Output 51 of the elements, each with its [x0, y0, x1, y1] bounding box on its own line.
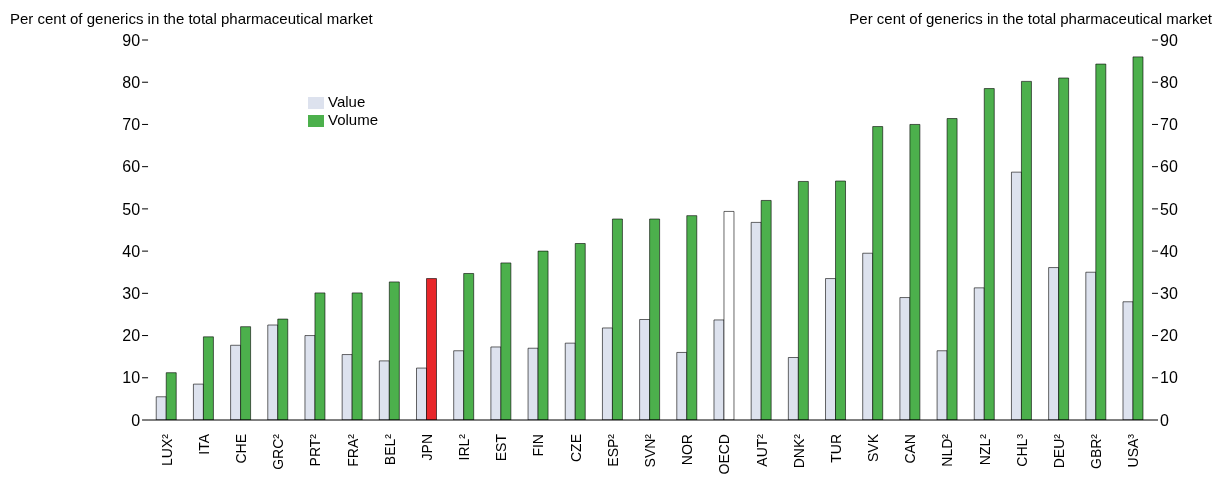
- x-tick-label: NOR: [679, 434, 696, 466]
- x-tick-label: BEL²: [381, 433, 398, 466]
- y-tick-label: 30: [122, 285, 141, 303]
- y2-tick-label: 80: [1160, 73, 1178, 91]
- x-tick-label: CHE: [233, 434, 250, 464]
- x-tick-label: JPN: [418, 434, 435, 461]
- y-tick-label: 20: [122, 327, 141, 345]
- legend-label: Volume: [328, 111, 379, 129]
- x-tick-label: ESP²: [604, 433, 621, 467]
- x-tick-label: USA³: [1125, 433, 1142, 468]
- y2-tick-label: 40: [1160, 242, 1178, 260]
- y2-tick-label: 10: [1160, 369, 1178, 387]
- x-tick-label: OECD: [716, 434, 733, 475]
- x-tick-label: NLD²: [939, 433, 956, 467]
- y-tick-label: 60: [122, 158, 141, 176]
- x-tick-label: DNK²: [790, 433, 807, 469]
- x-tick-label: TUR: [827, 434, 844, 463]
- y-tick-label: 50: [122, 200, 141, 218]
- y-tick-label: 90: [122, 31, 141, 49]
- x-tick-label: DEU²: [1051, 433, 1068, 469]
- y2-tick-label: 60: [1160, 158, 1178, 176]
- x-tick-label: ITA: [195, 433, 212, 455]
- legend-label: Value: [328, 93, 366, 110]
- y2-tick-label: 90: [1160, 31, 1178, 49]
- x-tick-label: GRC²: [270, 433, 287, 470]
- y2-axis-title: Per cent of generics in the total pharmaceutical market: [849, 10, 1212, 27]
- y-tick-label: 40: [122, 242, 141, 260]
- x-tick-label: GBR²: [1088, 433, 1105, 469]
- x-tick-label: FRA²: [344, 433, 361, 467]
- x-tick-label: SVK: [865, 433, 882, 463]
- y2-tick-label: 0: [1160, 411, 1169, 429]
- x-tick-label: EST: [493, 433, 510, 462]
- x-tick-label: SVN²: [642, 433, 659, 468]
- y-axis-title: Per cent of generics in the total pharmaceutical market: [10, 10, 373, 27]
- y-tick-label: 70: [122, 116, 141, 134]
- y-tick-label: 80: [122, 73, 141, 91]
- x-tick-label: IRL²: [456, 433, 473, 461]
- x-tick-label: LUX²: [158, 433, 175, 466]
- y-tick-label: 10: [122, 369, 141, 387]
- x-tick-label: CHL³: [1013, 433, 1030, 467]
- y-tick-label: 0: [131, 411, 141, 429]
- x-tick-label: NZL²: [976, 433, 993, 466]
- y2-tick-label: 70: [1160, 116, 1178, 134]
- x-tick-label: FIN: [530, 434, 547, 457]
- x-tick-label: CAN: [902, 434, 919, 464]
- x-tick-label: PRT²: [307, 433, 324, 467]
- y2-tick-label: 20: [1160, 327, 1178, 345]
- x-tick-label: CZE: [567, 434, 584, 462]
- y2-tick-label: 30: [1160, 285, 1178, 303]
- x-tick-label: AUT²: [753, 433, 770, 467]
- y2-tick-label: 50: [1160, 200, 1178, 218]
